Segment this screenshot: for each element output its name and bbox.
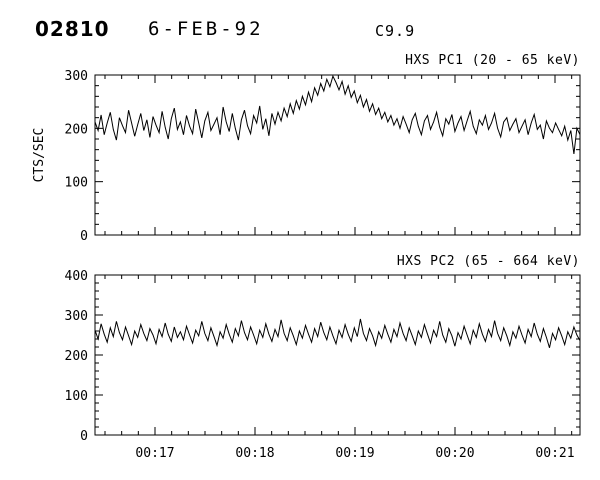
- y-tick-label: 0: [80, 229, 88, 244]
- x-tick-label: 00:20: [435, 446, 474, 461]
- y-tick-label: 0: [80, 429, 88, 444]
- y-tick-label: 200: [65, 349, 88, 364]
- y-tick-label: 100: [65, 176, 88, 191]
- pc2-chart: 0 100 200 300 400 00:17 00:18 00:19 00:20 00:21: [65, 269, 581, 461]
- y-tick-label: 200: [65, 122, 88, 137]
- plot-frame: [94, 274, 581, 436]
- x-tick-label: 00:18: [235, 446, 274, 461]
- plot-frame: [94, 74, 581, 236]
- pc1-chart: 0 100 200 300: [65, 69, 581, 244]
- x-tick-label: 00:21: [535, 446, 574, 461]
- pc2-panel-title: HXS PC2 (65 - 664 keV): [396, 254, 580, 269]
- y-tick-label: 300: [65, 309, 88, 324]
- event-id: 02810: [35, 17, 110, 41]
- y-tick-label: 300: [65, 69, 88, 84]
- x-tick-label: 00:17: [135, 446, 174, 461]
- pc1-panel-title: HXS PC1 (20 - 65 keV): [405, 53, 580, 68]
- data-line: [94, 74, 581, 154]
- y-tick-label: 100: [65, 389, 88, 404]
- x-tick-label: 00:19: [335, 446, 374, 461]
- event-date: 6-FEB-92: [148, 18, 264, 40]
- y-tick-label: 400: [65, 269, 88, 284]
- data-line: [94, 318, 581, 348]
- goes-class: C9.9: [375, 22, 416, 40]
